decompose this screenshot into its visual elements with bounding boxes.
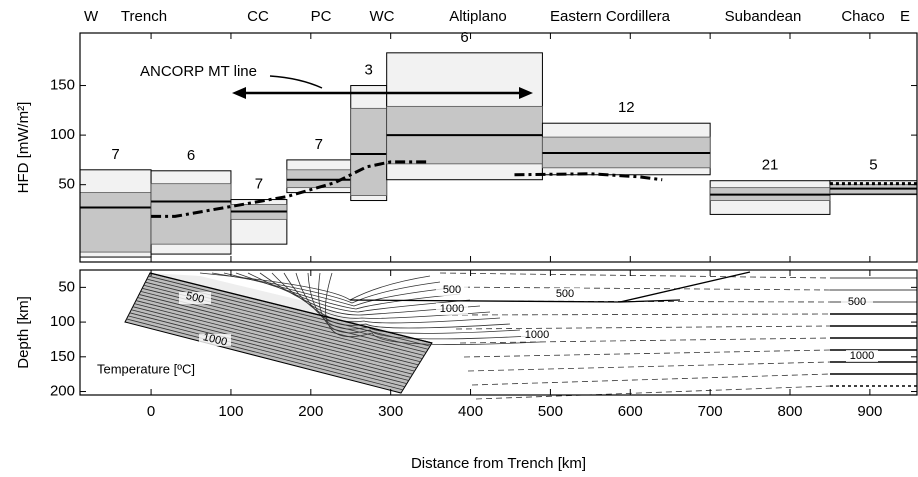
x-tick-label: 0 — [147, 403, 155, 420]
isotherm — [129, 312, 407, 385]
y-tick-label: 50 — [58, 176, 75, 193]
region-label: Trench — [121, 8, 167, 25]
box-count: 12 — [618, 99, 635, 116]
region-label: CC — [247, 8, 269, 25]
y-axis-label: Depth [km] — [15, 296, 32, 369]
annotation: ANCORP MT line — [140, 63, 257, 80]
box-quartile — [350, 107, 388, 196]
y-tick-label: 150 — [50, 348, 75, 365]
x-tick-label: 900 — [857, 403, 882, 420]
label-bg — [841, 296, 873, 308]
isotherm — [137, 297, 417, 369]
mt-profile — [151, 160, 427, 218]
box-count: 7 — [255, 176, 263, 193]
y-tick-label: 100 — [50, 313, 75, 330]
label-bg — [549, 288, 581, 300]
box-quartile — [150, 183, 232, 245]
x-tick-label: 800 — [777, 403, 802, 420]
x-tick-label: 100 — [218, 403, 243, 420]
box-count: 7 — [111, 146, 119, 163]
isotherm — [132, 306, 411, 378]
mt-profile — [514, 172, 663, 182]
isotherm — [146, 278, 429, 350]
contour-label: 500 — [443, 284, 461, 296]
x-tick-label: 200 — [298, 403, 323, 420]
x-tick-label: 400 — [458, 403, 483, 420]
x-tick-label: 700 — [698, 403, 723, 420]
label-bg — [199, 334, 231, 346]
y-tick-label: 50 — [58, 278, 75, 295]
contour-label: 1000 — [850, 350, 874, 362]
region-label: Subandean — [725, 8, 802, 25]
contour-label: 1000 — [440, 303, 464, 315]
isotherm-dashed — [467, 361, 831, 372]
panel-frame — [79, 32, 918, 263]
box-count: 6 — [187, 147, 195, 164]
y-tick-label: 100 — [50, 126, 75, 143]
label-bg — [436, 303, 468, 315]
box-count: 7 — [315, 136, 323, 153]
box-count: 3 — [365, 62, 373, 79]
isotherm — [259, 272, 481, 316]
isotherm-dashed — [459, 337, 831, 344]
x-tick-label: 600 — [618, 403, 643, 420]
isotherm — [283, 272, 501, 324]
isotherm-dashed — [455, 325, 831, 330]
annotation: Temperature [ºC] — [97, 361, 195, 376]
region-label: PC — [311, 8, 332, 25]
panel-frame — [79, 269, 918, 396]
region-label: Chaco — [841, 8, 884, 25]
y-tick-label: 150 — [50, 77, 75, 94]
label-bg — [179, 292, 211, 304]
contour-label: 500 — [185, 290, 206, 306]
isotherm — [126, 318, 404, 391]
isotherm — [128, 315, 405, 388]
box-count: 21 — [762, 157, 779, 174]
contour-label: 500 — [848, 296, 866, 308]
region-label: Eastern Cordillera — [550, 8, 671, 25]
isotherm — [271, 272, 491, 319]
y-tick-label: 200 — [50, 382, 75, 399]
x-tick-label: 300 — [378, 403, 403, 420]
isotherm-dashed — [475, 385, 831, 400]
region-label: WC — [370, 8, 395, 25]
isotherm — [295, 272, 511, 329]
isotherm — [318, 272, 531, 340]
isotherm-dashed — [471, 373, 831, 386]
box-count: 5 — [869, 157, 877, 174]
box-quartile — [79, 192, 152, 253]
pointer — [269, 75, 323, 89]
isotherm — [131, 309, 409, 381]
label-bg — [521, 329, 553, 341]
plate-boundary — [149, 271, 751, 344]
x-tick-label: 500 — [538, 403, 563, 420]
label-bg — [436, 284, 468, 296]
box-count: 6 — [460, 29, 468, 46]
label-bg — [846, 350, 878, 362]
isotherm — [138, 294, 419, 366]
region-label: Altiplano — [449, 8, 507, 25]
contour-label: 1000 — [525, 329, 549, 341]
contour-label: 1000 — [202, 331, 229, 349]
isotherm-dashed — [463, 349, 831, 358]
isotherm-dashed — [443, 286, 831, 291]
isotherm-dashed — [439, 272, 831, 279]
region-label: W — [84, 8, 99, 25]
isotherm — [135, 300, 415, 372]
isotherm — [134, 303, 413, 375]
region-label: E — [900, 8, 910, 25]
contour-label: 500 — [556, 288, 574, 300]
isotherm-dashed — [451, 313, 831, 316]
isotherm — [325, 272, 541, 345]
x-axis-label: Distance from Trench [km] — [411, 455, 586, 472]
y-axis-label: HFD [mW/m²] — [15, 102, 32, 194]
isotherm — [148, 275, 431, 347]
